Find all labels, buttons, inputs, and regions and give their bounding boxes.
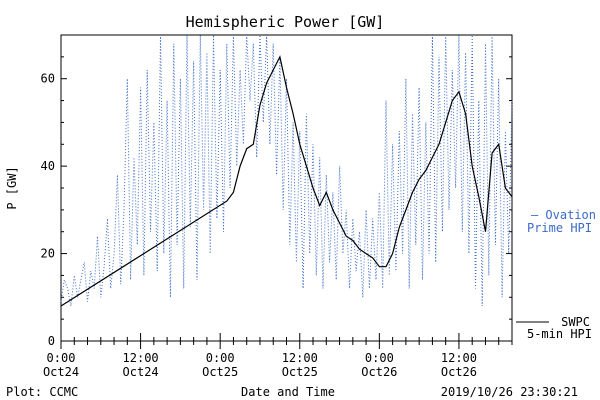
x-tick-date-label: Oct25 bbox=[202, 365, 238, 379]
series-layer bbox=[60, 34, 513, 307]
series-swpc-line bbox=[60, 55, 513, 307]
y-tick-label: 0 bbox=[48, 334, 55, 348]
y-tick-label: 20 bbox=[41, 247, 55, 261]
x-tick-time-label: 0:00 bbox=[365, 351, 394, 365]
y-tick-label: 40 bbox=[41, 159, 55, 173]
x-tick-time-label: 12:00 bbox=[441, 351, 477, 365]
x-tick-time-label: 12:00 bbox=[282, 351, 318, 365]
x-tick-time-label: 12:00 bbox=[123, 351, 159, 365]
legend-ovation-line1: — Ovation bbox=[531, 208, 596, 222]
footer-plot-credit: Plot: CCMC bbox=[6, 385, 78, 399]
x-tick-date-label: Oct25 bbox=[282, 365, 318, 379]
x-tick-date-label: Oct24 bbox=[43, 365, 79, 379]
x-axis: 0:00Oct2412:00Oct240:00Oct2512:00Oct250:… bbox=[43, 333, 513, 379]
y-axis: 0 20 40 60 bbox=[41, 34, 512, 348]
x-tick-time-label: 0:00 bbox=[206, 351, 235, 365]
y-axis-label: P [GW] bbox=[5, 166, 19, 209]
chart-title: Hemispheric Power [GW] bbox=[186, 13, 385, 31]
x-tick-date-label: Oct26 bbox=[361, 365, 397, 379]
x-axis-label: Date and Time bbox=[241, 385, 335, 399]
x-tick-date-label: Oct24 bbox=[123, 365, 159, 379]
legend-ovation-line2: Prime HPI bbox=[527, 221, 592, 235]
y-tick-label: 60 bbox=[41, 72, 55, 86]
legend-swpc-line2: 5-min HPI bbox=[527, 327, 592, 341]
series-ovation-prime-line bbox=[60, 34, 513, 307]
footer-timestamp: 2019/10/26 23:30:21 bbox=[441, 385, 578, 399]
x-tick-time-label: 0:00 bbox=[47, 351, 76, 365]
legend-swpc-line1: SWPC bbox=[561, 315, 590, 329]
x-tick-date-label: Oct26 bbox=[441, 365, 477, 379]
